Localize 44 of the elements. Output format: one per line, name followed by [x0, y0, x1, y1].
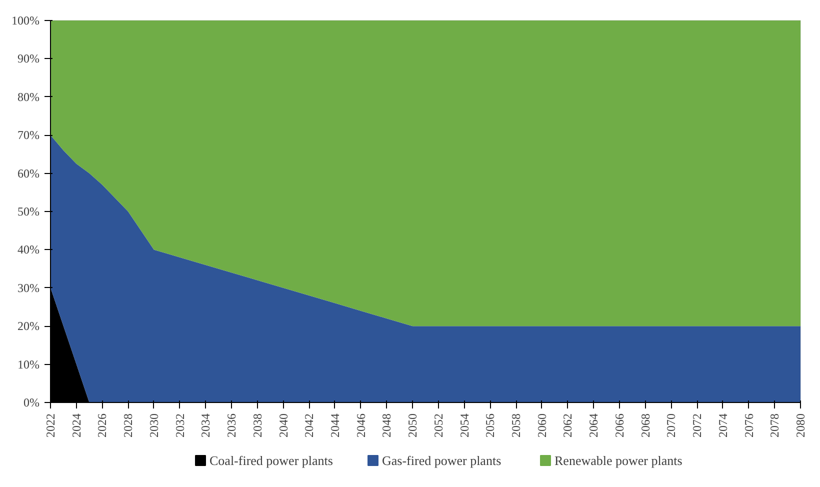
x-tick-label: 2042 — [302, 414, 316, 438]
x-tick-label: 2078 — [768, 414, 782, 438]
x-tick-label: 2040 — [276, 414, 290, 438]
x-tick-label: 2048 — [380, 414, 394, 438]
x-tick-label: 2022 — [44, 414, 58, 438]
y-tick-label: 100% — [12, 14, 40, 28]
x-tick-label: 2070 — [664, 414, 678, 438]
x-tick-label: 2056 — [483, 414, 498, 438]
x-tick-label: 2044 — [328, 414, 342, 438]
x-tick-label: 2064 — [586, 414, 601, 438]
x-tick-label: 2074 — [716, 414, 730, 438]
y-tick-label: 20% — [18, 319, 40, 334]
x-tick-label: 2060 — [534, 414, 549, 438]
x-tick-label: 2054 — [457, 414, 472, 438]
x-tick-label: 2034 — [198, 414, 213, 438]
x-tick-label: 2026 — [95, 414, 110, 438]
y-tick-label: 0% — [24, 396, 40, 410]
y-tick-label: 60% — [18, 166, 40, 180]
x-tick-label: 2062 — [560, 414, 575, 438]
y-tick-label: 10% — [18, 357, 40, 372]
y-tick-label: 80% — [18, 90, 40, 104]
y-tick-label: 40% — [18, 242, 40, 257]
y-tick-label: 70% — [18, 128, 40, 142]
x-tick-label: 2058 — [509, 414, 524, 438]
x-tick-label: 2032 — [172, 414, 187, 438]
x-tick-label: 2046 — [354, 414, 368, 438]
legend-label: Coal-fired power plants — [210, 453, 333, 468]
x-tick-label: 2080 — [794, 414, 808, 438]
x-tick-label: 2076 — [742, 414, 756, 438]
x-tick-label: 2066 — [612, 414, 626, 438]
x-tick-label: 2028 — [121, 414, 136, 438]
x-tick-label: 2052 — [431, 414, 446, 438]
y-tick-label: 50% — [18, 204, 40, 218]
x-tick-label: 2036 — [224, 414, 239, 438]
legend-label: Gas-fired power plants — [382, 453, 502, 468]
x-tick-label: 2050 — [406, 414, 420, 438]
x-tick-label: 2068 — [638, 414, 652, 438]
y-tick-label: 30% — [18, 280, 40, 295]
x-tick-label: 2024 — [69, 414, 84, 438]
x-tick-label: 2038 — [250, 414, 264, 438]
legend-label: Renewable power plants — [554, 453, 682, 468]
x-tick-label: 2030 — [146, 414, 161, 438]
x-tick-label: 2072 — [690, 414, 704, 438]
y-tick-label: 90% — [18, 52, 40, 66]
